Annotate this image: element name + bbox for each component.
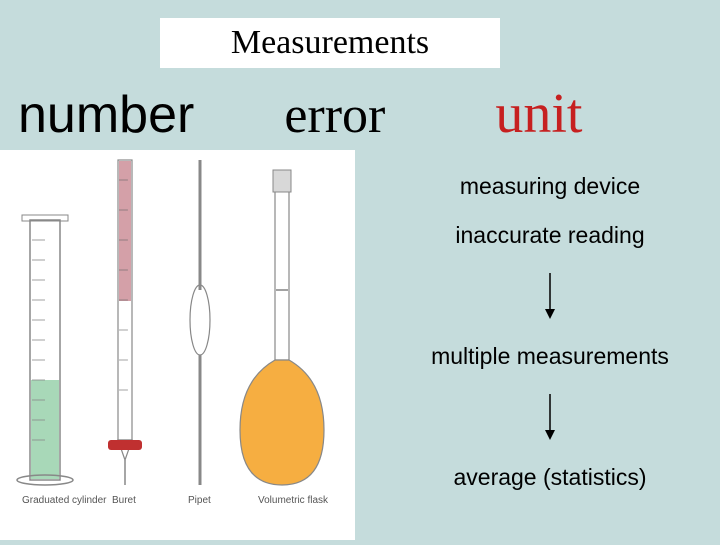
text-inaccurate-reading: inaccurate reading <box>400 222 700 249</box>
label-vol-flask: Volumetric flask <box>258 495 328 506</box>
title-box: Measurements <box>160 18 500 68</box>
keyword-unit: unit <box>495 82 582 146</box>
buret-icon <box>108 160 142 485</box>
glassware-illustration <box>0 150 355 540</box>
keyword-number: number <box>18 85 194 145</box>
volumetric-flask-icon <box>240 170 324 485</box>
label-pipet: Pipet <box>188 495 211 506</box>
text-multiple-measurements: multiple measurements <box>400 343 700 370</box>
arrow-down-icon <box>540 271 560 321</box>
glassware-panel: Graduated cylinder Buret Pipet Volumetri… <box>0 150 355 540</box>
page-title: Measurements <box>231 24 429 62</box>
keyword-error: error <box>284 86 385 145</box>
label-buret: Buret <box>112 495 136 506</box>
right-column: measuring device inaccurate reading mult… <box>400 173 700 513</box>
graduated-cylinder-icon <box>17 215 73 485</box>
keyword-row: number error unit <box>0 82 720 146</box>
pipet-icon <box>190 160 210 485</box>
text-measuring-device: measuring device <box>400 173 700 200</box>
text-average-statistics: average (statistics) <box>400 464 700 491</box>
arrow-down-icon <box>540 392 560 442</box>
label-grad-cyl: Graduated cylinder <box>22 495 107 506</box>
